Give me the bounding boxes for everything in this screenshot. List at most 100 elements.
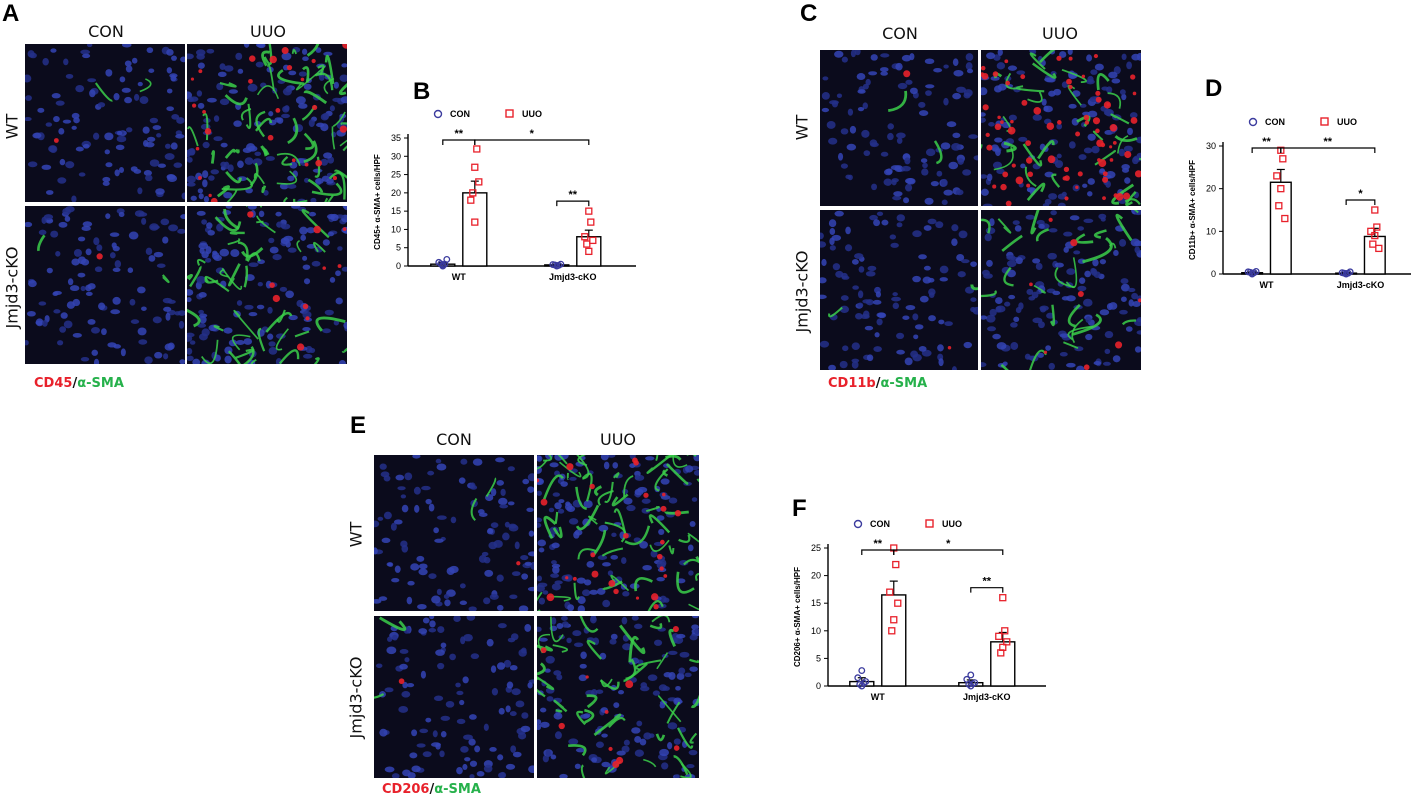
row-label-wt: WT	[792, 114, 812, 141]
significance-mark: **	[1262, 136, 1271, 148]
y-tick-label: 10	[391, 224, 401, 234]
stain-legend-c: CD11b/α-SMA	[828, 376, 927, 391]
data-point-con	[856, 680, 864, 688]
panel-label-b: B	[413, 78, 431, 105]
micrograph-texture	[537, 455, 699, 611]
data-point-uuo	[1273, 172, 1281, 180]
stain-legend-e: CD206/α-SMA	[382, 782, 481, 797]
data-point-uuo	[1001, 627, 1009, 635]
stain-red-label: CD206	[382, 782, 430, 797]
micrograph-e-cko-uuo	[537, 616, 699, 778]
y-tick-label: 20	[391, 188, 401, 198]
significance-mark: **	[1324, 136, 1333, 148]
data-point-uuo	[1371, 231, 1379, 240]
micrograph-a-cko-con	[25, 206, 185, 364]
row-label-jmjd3-cko: Jmjd3-cKO	[346, 656, 366, 739]
legend-marker-con	[1248, 117, 1258, 127]
data-point-uuo	[1373, 223, 1381, 231]
data-point-uuo	[1367, 227, 1375, 235]
y-tick-label: 5	[816, 653, 821, 663]
significance-bracket	[861, 549, 895, 555]
micrograph-c-cko-con	[820, 210, 978, 370]
legend-label-con: CON	[450, 109, 470, 119]
data-point-uuo	[892, 560, 900, 569]
micrograph-texture	[374, 455, 534, 611]
y-tick-label: 0	[396, 261, 401, 271]
micrograph-a-wt-con	[25, 44, 185, 202]
panel-label-d: D	[1205, 75, 1223, 102]
stain-green-label: α-SMA	[880, 376, 928, 391]
stain-green-label: α-SMA	[434, 782, 481, 797]
micrograph-c-wt-con	[820, 50, 978, 206]
significance-bracket	[474, 139, 590, 145]
data-point-uuo	[1003, 638, 1011, 646]
panel-label-a: A	[2, 0, 20, 27]
significance-mark: **	[982, 576, 991, 588]
data-point-uuo	[469, 189, 477, 197]
column-title-con: CON	[88, 22, 124, 41]
legend-marker-con	[433, 109, 443, 119]
chart-f: 0 5 10 15 20 25 CD206+ α-SMA+ cells/HPF CON UUO W…	[793, 519, 1046, 702]
stain-separator: /	[875, 376, 881, 391]
legend-label-con: CON	[870, 519, 890, 529]
data-point-uuo	[583, 240, 591, 248]
micrograph-texture	[187, 44, 347, 202]
data-point-uuo	[995, 632, 1003, 640]
data-point-uuo	[1275, 202, 1283, 210]
data-point-uuo	[890, 616, 898, 624]
significance-mark: *	[946, 538, 951, 550]
y-tick-label: 5	[396, 243, 401, 253]
x-tick-label: Jmjd3-cKO	[1337, 280, 1385, 290]
y-tick-label: 15	[811, 598, 821, 608]
y-tick-label: 10	[811, 626, 821, 636]
chart-b: 0 5 10 15 20 25 30 35 CD45+ α-SMA+ cells/HPF CON U…	[373, 109, 636, 282]
data-point-uuo	[997, 649, 1005, 657]
y-tick-label: 15	[391, 206, 401, 216]
bar-uuo	[881, 594, 907, 687]
panel-label-f: F	[792, 495, 807, 522]
micrograph-e-wt-uuo	[537, 455, 699, 611]
stain-separator: /	[72, 376, 78, 391]
micrograph-texture	[537, 616, 699, 778]
data-point-uuo	[467, 196, 475, 204]
y-tick-label: 20	[1206, 184, 1216, 194]
micrograph-texture	[25, 44, 185, 202]
stain-separator: /	[429, 782, 435, 797]
x-tick-label: WT	[452, 272, 466, 282]
micrograph-e-wt-con	[374, 455, 534, 611]
column-title-con: CON	[882, 24, 918, 43]
y-tick-label: 25	[811, 543, 821, 553]
bar-uuo	[1269, 181, 1292, 275]
bar-uuo	[990, 641, 1016, 687]
x-tick-label: WT	[871, 692, 885, 702]
micrograph-texture	[374, 616, 534, 778]
micrograph-texture	[981, 50, 1141, 206]
significance-mark: **	[569, 189, 578, 201]
data-point-con	[1252, 267, 1260, 275]
data-point-con	[858, 667, 866, 674]
panel-label-e: E	[350, 412, 367, 439]
data-point-con	[854, 674, 862, 682]
y-tick-label: 35	[391, 133, 401, 143]
row-label-jmjd3-cko: Jmjd3-cKO	[792, 250, 812, 333]
legend-marker-uuo	[925, 519, 934, 528]
significance-mark: *	[1358, 188, 1363, 200]
significance-mark: **	[455, 128, 464, 140]
micrograph-c-cko-uuo	[981, 210, 1141, 370]
x-tick-label: WT	[1259, 280, 1273, 290]
stain-green-label: α-SMA	[77, 376, 124, 391]
significance-mark: *	[530, 128, 535, 140]
stain-legend-a: CD45/α-SMA	[34, 376, 124, 391]
micrograph-texture	[25, 206, 185, 364]
data-point-uuo	[589, 236, 597, 245]
y-tick-label: 25	[391, 170, 401, 180]
significance-bracket	[893, 549, 1004, 555]
micrograph-a-wt-uuo	[187, 44, 347, 202]
y-axis-label: CD206+ α-SMA+ cells/HPF	[793, 567, 802, 667]
significance-bracket	[442, 139, 476, 145]
legend-label-uuo: UUO	[942, 519, 962, 529]
y-tick-label: 0	[1211, 269, 1216, 279]
row-label-wt: WT	[2, 113, 22, 140]
y-tick-label: 0	[816, 681, 821, 691]
significance-bracket	[556, 200, 590, 207]
